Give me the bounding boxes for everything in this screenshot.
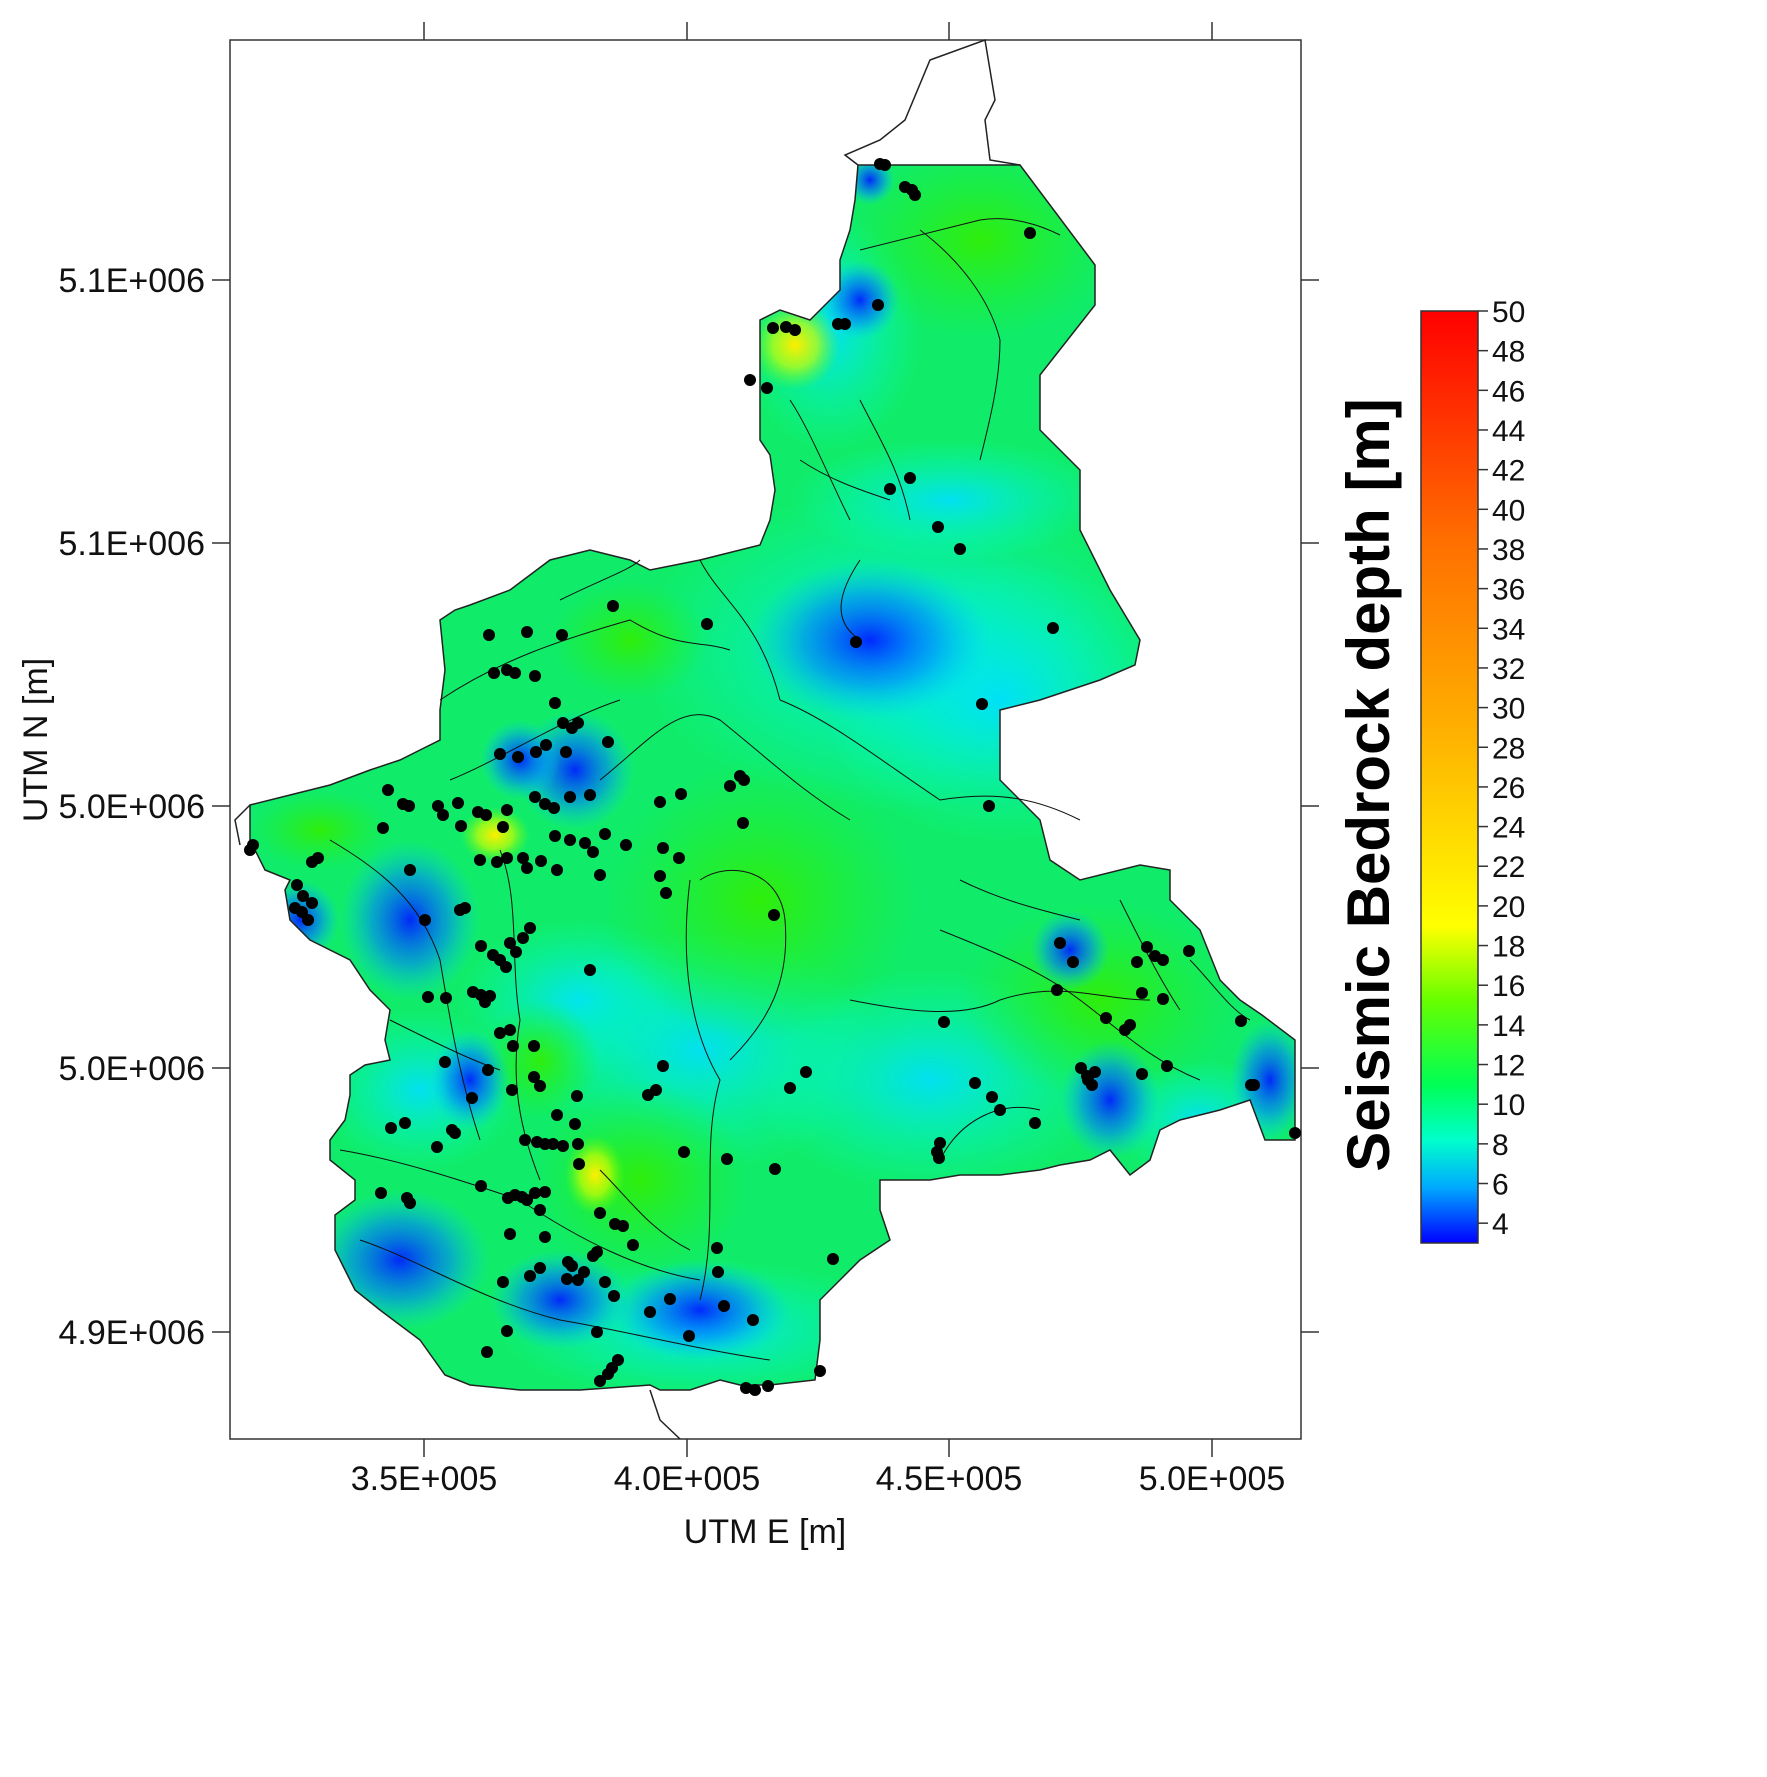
- x-ticks: [423, 22, 1213, 1457]
- colorbar-tick-label: 46: [1492, 375, 1525, 408]
- colorbar-tick-label: 14: [1492, 1010, 1525, 1043]
- colorbar-title: Seismic Bedrock depth [m]: [1335, 398, 1402, 1172]
- measurement-points: [244, 158, 1301, 1396]
- colorbar-tick-label: 48: [1492, 336, 1525, 369]
- y-tick-label: 5.1E+006: [58, 262, 205, 300]
- colorbar-tick-label: 6: [1492, 1169, 1509, 1202]
- plot-frame: [229, 39, 1302, 1440]
- colorbar-tick-label: 24: [1492, 812, 1525, 845]
- colorbar-tick-label: 36: [1492, 574, 1525, 607]
- x-tick-label: 5.0E+005: [1139, 1460, 1286, 1498]
- western-boundary: [234, 804, 251, 846]
- y-ticks: [212, 279, 1319, 1333]
- y-tick-label: 4.9E+006: [58, 1314, 205, 1352]
- colorbar-tick-label: 42: [1492, 455, 1525, 488]
- colorbar: [1420, 310, 1479, 1244]
- colorbar-tick-label: 12: [1492, 1050, 1525, 1083]
- colorbar-tick-label: 10: [1492, 1089, 1525, 1122]
- y-tick-label: 5.0E+006: [58, 788, 205, 826]
- y-tick-label: 5.0E+006: [58, 1050, 205, 1088]
- colorbar-tick-label: 4: [1492, 1208, 1509, 1241]
- colorbar-tick-label: 20: [1492, 891, 1525, 924]
- northern-boundary: [843, 38, 1021, 166]
- y-axis-title: UTM N [m]: [17, 658, 55, 822]
- x-axis-title: UTM E [m]: [684, 1513, 846, 1551]
- x-tick-label: 3.5E+005: [351, 1460, 498, 1498]
- colorbar-tick-label: 40: [1492, 494, 1525, 527]
- colorbar-tick-label: 26: [1492, 772, 1525, 805]
- x-tick-label: 4.5E+005: [876, 1460, 1023, 1498]
- x-tick-label: 4.0E+005: [614, 1460, 761, 1498]
- interpolated-field: [250, 165, 1295, 1390]
- colorbar-tick-label: 8: [1492, 1129, 1509, 1162]
- colorbar-tick-label: 16: [1492, 970, 1525, 1003]
- colorbar-tick-label: 34: [1492, 613, 1525, 646]
- colorbar-tick-label: 18: [1492, 931, 1525, 964]
- colorbar-tick-label: 44: [1492, 415, 1525, 448]
- colorbar-tick-label: 22: [1492, 851, 1525, 884]
- colorbar-tick-label: 38: [1492, 534, 1525, 567]
- colorbar-tick-label: 30: [1492, 693, 1525, 726]
- y-tick-label: 5.1E+006: [58, 525, 205, 563]
- colorbar-tick-label: 32: [1492, 653, 1525, 686]
- colorbar-ticks: 4681012141618202224262830323436384042444…: [1478, 296, 1525, 1241]
- southern-boundary: [649, 1389, 681, 1440]
- colorbar-tick-label: 28: [1492, 732, 1525, 765]
- colorbar-tick-label: 50: [1492, 296, 1525, 329]
